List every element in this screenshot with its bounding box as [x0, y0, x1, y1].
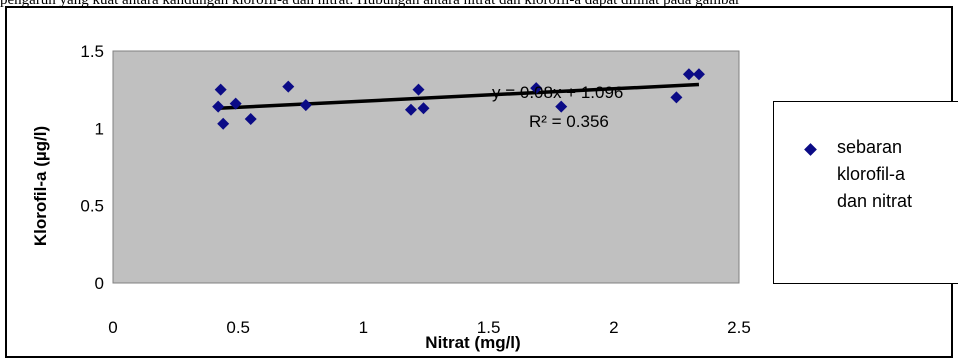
x-tick-label: 1.5 [477, 318, 501, 337]
x-axis-title: Nitrat (mg/l) [425, 333, 520, 352]
legend-label-line-2: klorofil-a [837, 164, 906, 184]
y-tick-label: 1.5 [80, 42, 104, 61]
data-point [682, 68, 695, 81]
data-point [212, 100, 225, 113]
data-point [404, 103, 417, 116]
x-tick-label: 0 [108, 318, 117, 337]
x-tick-label: 2 [609, 318, 618, 337]
data-point [670, 91, 683, 104]
x-axis-ticks: 0 0.5 1 1.5 2 2.5 [108, 318, 751, 337]
y-tick-label: 1 [95, 119, 104, 138]
y-axis-title: Klorofil-a (µg/l) [31, 126, 50, 246]
x-tick-label: 1 [359, 318, 368, 337]
data-point [217, 117, 230, 130]
caption-text: pengaruh yang kuat antara kandungan klor… [0, 0, 741, 8]
y-tick-label: 0.5 [80, 197, 104, 216]
y-axis-ticks: 0 0.5 1 1.5 [80, 42, 104, 293]
data-point [244, 113, 257, 126]
data-point [530, 82, 543, 95]
data-point [555, 100, 568, 113]
legend-label-line-3: dan nitrat [837, 191, 913, 211]
legend-label-line-1: sebaran [837, 137, 903, 157]
scatter-chart: 0 0.5 1 1.5 2 2.5 00.511.5 y = 0.08x + 1.096 … [31, 42, 751, 352]
x-tick-label: 2.5 [727, 318, 751, 337]
data-point [692, 68, 705, 81]
trend-line [218, 82, 700, 111]
chart-frame: 0 0.5 1 1.5 2 2.5 0 0.5 1 1.5 y = 0.08x + 1.096 … [5, 6, 958, 358]
x-tick-label: 0.5 [226, 318, 250, 337]
legend: sebaran klorofil-a dan nitrat [773, 101, 958, 284]
data-points [212, 68, 705, 130]
y-tick-label: 0 [95, 274, 104, 293]
trendline-r-squared: R² = 0.356 [529, 112, 609, 131]
data-point [412, 83, 425, 96]
data-point [282, 80, 295, 93]
data-point [299, 99, 312, 112]
legend-marker-diamond [804, 143, 817, 156]
trendline-equation: y = 0.08x + 1.096 [492, 83, 623, 102]
data-point [214, 83, 227, 96]
data-point [229, 97, 242, 110]
data-point [417, 102, 430, 115]
